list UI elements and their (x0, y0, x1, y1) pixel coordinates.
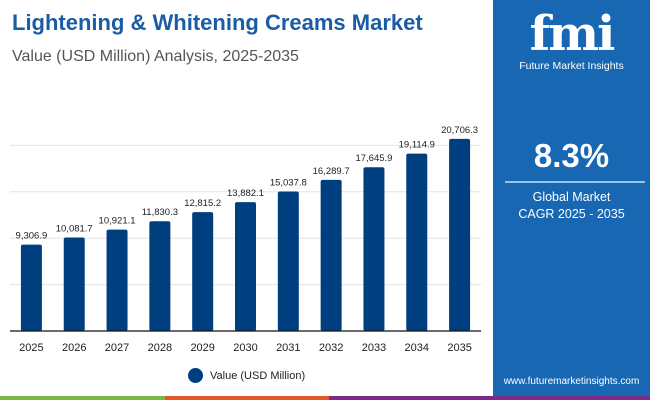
strip-purple (329, 396, 650, 400)
x-tick-label: 2035 (447, 342, 471, 354)
bar (277, 191, 299, 331)
bar-chart: 9,306.9 2025 10,081.7 2026 10,921.1 2027 11,83… (10, 125, 481, 354)
data-label: 12,815.2 (184, 198, 221, 209)
fmi-logo: fmi (529, 6, 616, 62)
bar (235, 202, 256, 331)
x-tick-label: 2030 (233, 342, 257, 354)
x-tick-label: 2028 (148, 342, 172, 354)
x-tick-label: 2026 (62, 342, 86, 354)
logo-subtext: Future Market Insights (519, 60, 624, 72)
x-tick-label: 2025 (19, 342, 43, 354)
data-label: 16,289.7 (313, 166, 350, 177)
x-tick-label: 2027 (105, 342, 129, 354)
bar (63, 237, 85, 331)
strip-orange (165, 396, 329, 400)
strip-green (0, 396, 165, 400)
side-panel: fmi Future Market Insights 8.3% Global M… (493, 0, 650, 396)
page-subtitle: Value (USD Million) Analysis, 2025-2035 (12, 48, 299, 65)
bar (406, 153, 428, 331)
bar (363, 167, 385, 331)
bar (320, 179, 342, 331)
x-tick-label: 2031 (276, 342, 300, 354)
x-tick-label: 2033 (362, 342, 386, 354)
data-label: 10,921.1 (99, 216, 136, 227)
data-label: 15,037.8 (270, 177, 307, 188)
data-label: 19,114.9 (399, 140, 435, 151)
bar (20, 244, 42, 331)
x-tick-label: 2034 (405, 342, 429, 354)
divider (505, 181, 645, 183)
legend: Value (USD Million) (188, 368, 305, 383)
bar (149, 221, 171, 331)
cagr-label-1: Global Market (532, 190, 611, 204)
data-label: 13,882.1 (227, 188, 264, 199)
page-title: Lightening & Whitening Creams Market (12, 10, 423, 35)
bar (192, 212, 214, 331)
data-label: 10,081.7 (56, 223, 93, 234)
website-link[interactable]: www.futuremarketinsights.com (503, 376, 640, 387)
legend-swatch (188, 368, 203, 383)
x-tick-label: 2029 (190, 342, 214, 354)
data-label: 20,706.3 (441, 125, 478, 136)
data-label: 17,645.9 (355, 153, 392, 164)
x-tick-label: 2032 (319, 342, 343, 354)
cagr-label-2: CAGR 2025 - 2035 (518, 207, 625, 221)
cagr-value: 8.3% (533, 137, 610, 174)
bar (106, 229, 128, 331)
bar (449, 138, 471, 331)
data-label: 9,306.9 (16, 231, 48, 242)
data-label: 11,830.3 (142, 207, 178, 218)
legend-label: Value (USD Million) (210, 369, 306, 382)
